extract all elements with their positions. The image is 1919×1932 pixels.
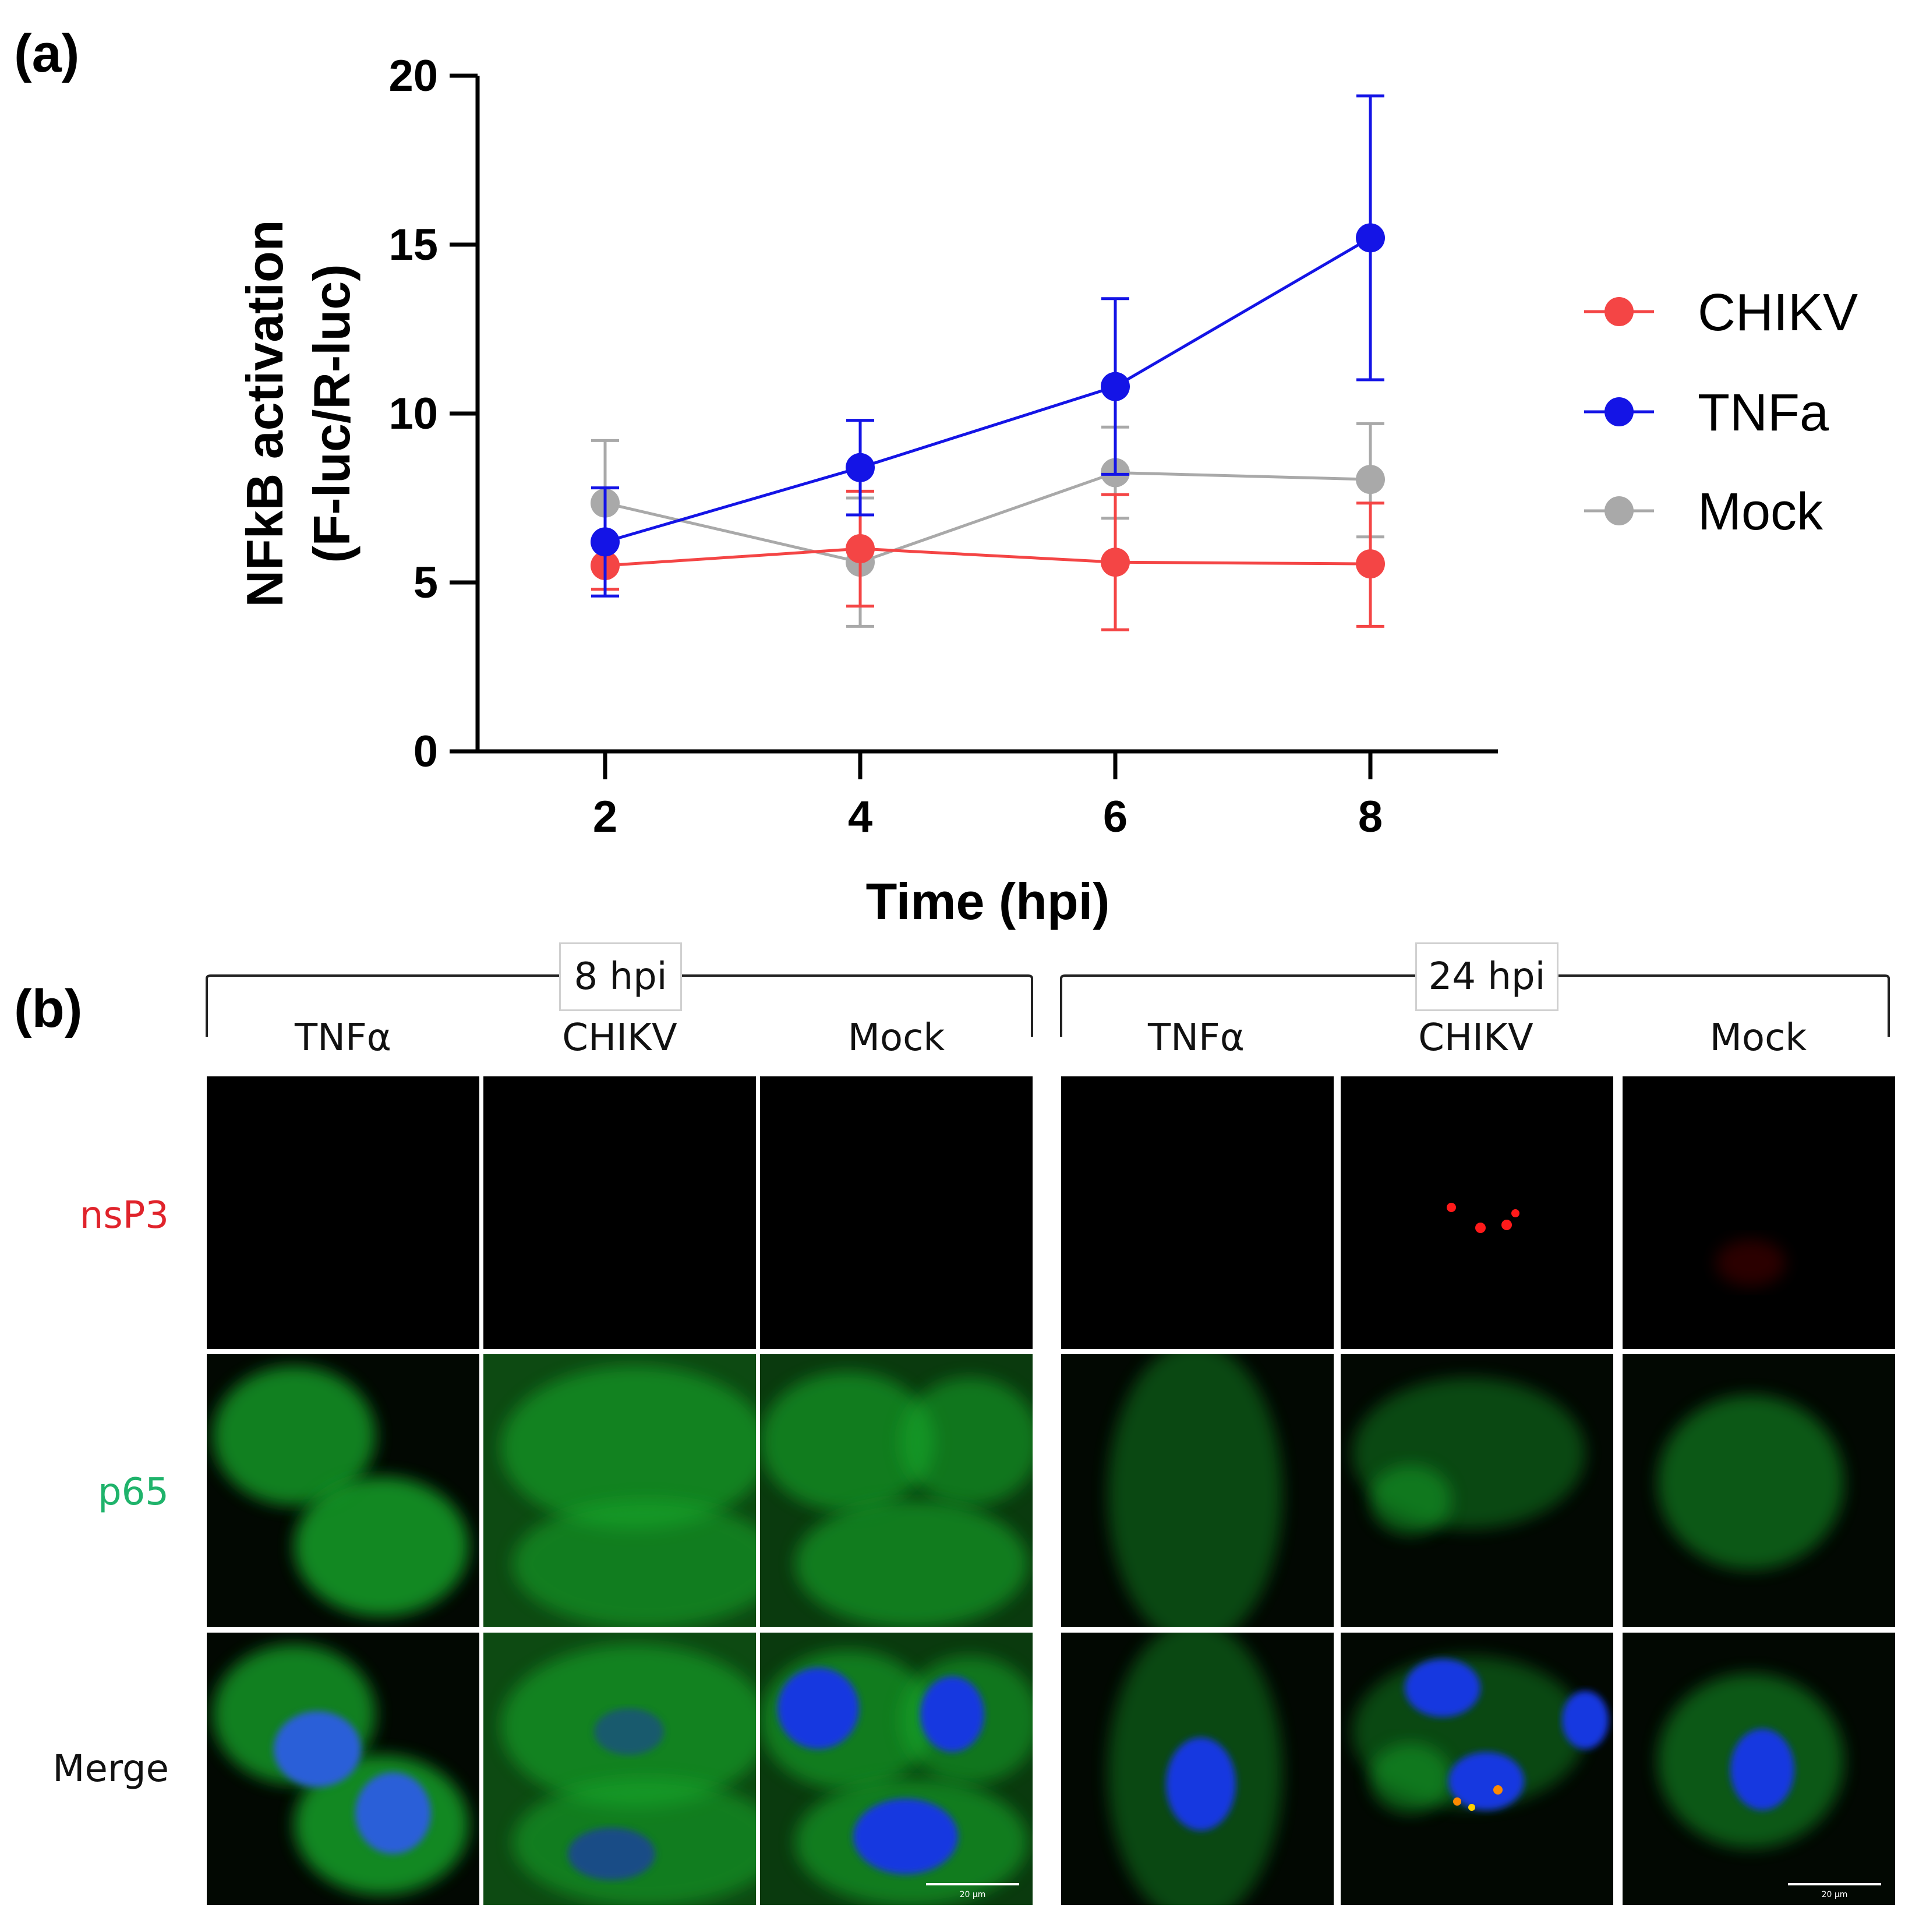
legend-label-tnfa: TNFa	[1698, 384, 1829, 442]
image-merge-24hpi-chikv	[1341, 1633, 1613, 1905]
image-nsp3-24hpi-tnf	[1061, 1076, 1334, 1349]
image-nsp3-8hpi-mock	[760, 1076, 1033, 1349]
y-tick-label: 0	[414, 727, 438, 776]
group-label-24hpi: 24 hpi	[1415, 942, 1558, 1011]
data-point-tnfa	[1101, 372, 1130, 401]
col-label-24hpi-mock: Mock	[1709, 1016, 1807, 1059]
legend-marker-chikv	[1605, 297, 1634, 326]
data-point-tnfa	[846, 453, 875, 482]
series-line-mock	[605, 471, 1371, 564]
scale-bar-24hpi: 20 µm	[1788, 1883, 1881, 1899]
x-tick-label: 4	[848, 792, 872, 842]
row-label-merge: Merge	[52, 1747, 169, 1790]
image-p65-8hpi-tnf	[207, 1354, 479, 1627]
y-axis-label-line2: (F-luc/R-luc)	[303, 264, 361, 563]
col-label-8hpi-mock: Mock	[847, 1016, 945, 1059]
y-axis-label-line1: NFkB activation	[236, 220, 294, 607]
data-point-tnfa	[591, 527, 620, 557]
image-nsp3-24hpi-chikv	[1341, 1076, 1613, 1349]
data-point-mock	[1356, 465, 1385, 495]
image-p65-24hpi-tnf	[1061, 1354, 1334, 1627]
col-label-8hpi-chikv: CHIKV	[562, 1016, 677, 1059]
image-merge-8hpi-chikv	[483, 1633, 756, 1905]
row-label-p65: p65	[97, 1471, 169, 1514]
image-nsp3-8hpi-tnf	[207, 1076, 479, 1349]
svg-text:20 µm: 20 µm	[960, 1890, 986, 1899]
legend-marker-tnfa	[1605, 397, 1634, 426]
y-tick-label: 5	[414, 558, 438, 607]
image-p65-24hpi-chikv	[1341, 1354, 1613, 1627]
col-label-24hpi-tnf: TNFα	[1148, 1016, 1245, 1059]
legend-label-mock: Mock	[1698, 483, 1823, 541]
col-label-24hpi-chikv: CHIKV	[1418, 1016, 1533, 1059]
data-point-chikv	[1101, 548, 1130, 577]
svg-text:20 µm: 20 µm	[1822, 1890, 1848, 1899]
image-merge-24hpi-tnf	[1061, 1633, 1334, 1905]
image-p65-8hpi-mock	[760, 1354, 1033, 1627]
y-tick-label: 15	[388, 220, 438, 270]
x-axis-label: Time (hpi)	[866, 873, 1110, 930]
series-line-chikv	[605, 547, 1371, 567]
row-label-nsp3: nsP3	[79, 1194, 169, 1237]
y-tick-label: 20	[388, 51, 438, 101]
image-merge-8hpi-tnf	[207, 1633, 479, 1905]
data-point-chikv	[846, 534, 875, 563]
panel-b-letter: (b)	[14, 979, 83, 1039]
x-tick-label: 6	[1103, 792, 1128, 842]
data-point-tnfa	[1356, 223, 1385, 253]
image-p65-8hpi-chikv	[483, 1354, 756, 1627]
panel-a-letter: (a)	[14, 24, 80, 83]
image-merge-24hpi-mock	[1623, 1633, 1895, 1905]
legend-label-chikv: CHIKV	[1698, 284, 1858, 342]
x-tick-label: 8	[1358, 792, 1383, 842]
data-point-chikv	[1356, 549, 1385, 579]
scale-bar-8hpi: 20 µm	[926, 1883, 1019, 1899]
group-label-8hpi: 8 hpi	[559, 942, 682, 1011]
line-chart: 0 5 10 15 20 2 4 6 8 Time (hpi) NFkB activation (F-…	[236, 51, 1858, 930]
image-p65-24hpi-mock	[1623, 1354, 1895, 1627]
y-tick-label: 10	[388, 389, 438, 439]
x-tick-label: 2	[593, 792, 617, 842]
legend-marker-mock	[1605, 496, 1634, 525]
image-nsp3-24hpi-mock	[1623, 1076, 1895, 1349]
image-nsp3-8hpi-chikv	[483, 1076, 756, 1349]
image-merge-8hpi-mock	[760, 1633, 1033, 1905]
col-label-8hpi-tnf: TNFα	[295, 1016, 391, 1059]
series-line-tnfa	[605, 236, 1372, 543]
